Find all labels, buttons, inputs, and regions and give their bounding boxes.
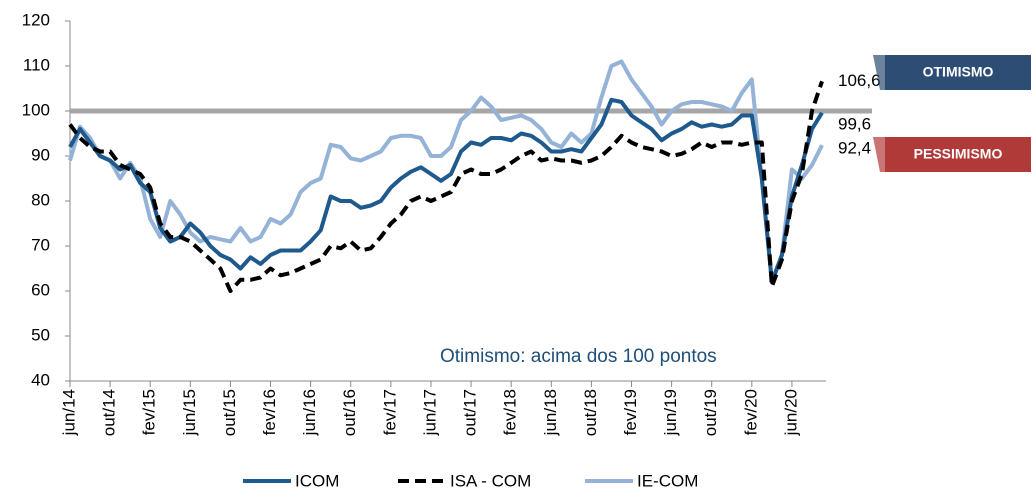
x-tick-label: jun/17 [420,389,439,436]
x-tick-label: out/18 [581,389,600,436]
badge-label: PESSIMISMO [914,146,1003,162]
x-tick-label: jun/20 [781,389,800,436]
series-line [68,80,824,293]
badge [885,137,1031,172]
y-tick-label: 50 [31,325,50,344]
badge-label: OTIMISMO [923,64,994,80]
x-tick-label: out/19 [701,389,720,436]
y-tick-label: 70 [31,235,50,254]
x-tick-label: out/17 [461,389,480,436]
x-tick-label: jun/19 [661,389,680,436]
badge [885,55,1031,90]
x-tick-label: out/14 [100,389,119,436]
legend-label: ISA - COM [450,471,531,490]
x-tick-label: out/15 [220,389,239,436]
x-tick-label: fev/15 [140,389,159,435]
x-tick-label: fev/17 [380,389,399,435]
series-line [68,97,824,284]
x-tick-label: fev/19 [621,389,640,435]
x-tick-label: fev/16 [260,389,279,435]
x-tick-label: fev/20 [741,389,760,435]
legend-label: IE-COM [637,471,698,490]
x-tick-label: jun/15 [180,389,199,436]
y-tick-label: 120 [22,10,50,29]
y-tick-label: 100 [22,100,50,119]
y-tick-label: 90 [31,145,50,164]
value-label: 99,6 [838,114,871,133]
legend-label: ICOM [295,471,339,490]
x-tick-label: fev/18 [501,389,520,435]
y-tick-label: 80 [31,190,50,209]
y-tick-label: 110 [23,55,50,74]
x-tick-label: jun/16 [300,389,319,436]
x-tick-label: jun/14 [59,389,78,436]
x-tick-label: jun/18 [541,389,560,436]
value-label: 106,6 [838,71,881,90]
y-tick-label: 60 [31,280,50,299]
x-tick-label: out/16 [340,389,359,436]
annotation: Otimismo: acima dos 100 pontos [440,346,717,367]
value-label: 92,4 [838,139,871,158]
series-line [68,59,824,284]
y-tick-label: 40 [31,370,50,389]
